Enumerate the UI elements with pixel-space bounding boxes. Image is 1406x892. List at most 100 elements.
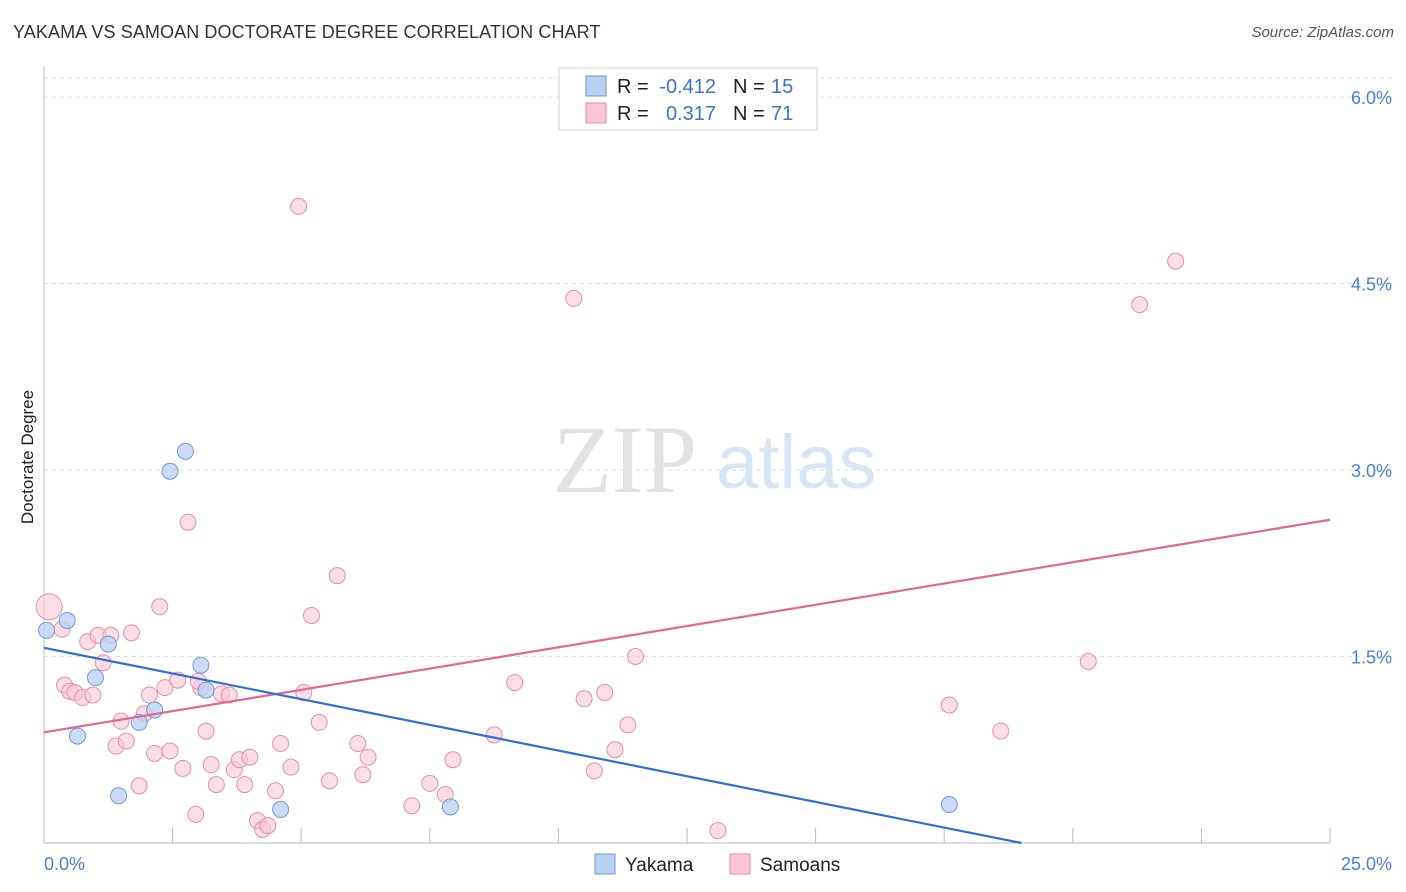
samoan-point [187, 805, 205, 823]
samoan-point [1079, 652, 1097, 670]
legend-n-value-yakama: 15 [771, 76, 793, 98]
watermark-zip: ZIP [553, 406, 697, 513]
yakama-trend-line [43, 646, 1022, 845]
samoan-point [354, 766, 372, 784]
samoan-point [627, 648, 645, 665]
grid-lines [44, 77, 1392, 657]
samoan-point [35, 593, 63, 621]
yakama-point [940, 795, 958, 813]
samoan-point [259, 817, 277, 835]
samoan-point [202, 756, 220, 774]
samoan-point [359, 748, 377, 766]
samoan-point [421, 774, 439, 792]
y-tick-label: 3.0% [1351, 461, 1392, 481]
samoan-point [207, 776, 225, 794]
bottom-legend-label-samoans: Samoans [760, 855, 840, 876]
yakama-point [176, 442, 194, 460]
samoan-point [161, 742, 179, 760]
bottom-legend: Yakama Samoans [594, 853, 840, 876]
samoan-point [302, 606, 320, 624]
y-tick-label: 6.0% [1351, 88, 1392, 108]
samoan-point [1131, 296, 1149, 314]
samoan-point [575, 690, 593, 708]
y-tick-label: 4.5% [1351, 275, 1392, 295]
y-axis-label: Doctorate Degree [18, 390, 37, 524]
samoan-point [140, 686, 158, 704]
legend-swatch-yakama [585, 75, 607, 97]
bottom-legend-swatch-yakama [594, 853, 616, 875]
samoan-point [151, 598, 169, 616]
samoan-point [282, 758, 300, 776]
yakama-point [130, 713, 148, 731]
legend-n-label-samoans: N = [733, 103, 765, 125]
samoan-points [35, 197, 1185, 840]
yakama-point [68, 727, 86, 745]
samoan-point [84, 686, 102, 704]
legend-r-value-yakama: -0.412 [659, 76, 716, 98]
samoan-point [156, 679, 174, 697]
x-tick-label-min: 0.0% [44, 854, 85, 874]
legend-r-value-samoans: 0.317 [666, 103, 716, 125]
samoan-point [328, 567, 346, 585]
watermark-atlas: atlas [716, 420, 877, 505]
legend-r-label-yakama: R = [617, 76, 649, 98]
samoan-point [241, 748, 259, 766]
samoan-point [117, 732, 135, 750]
samoan-point [585, 762, 603, 780]
y-tick-labels: 1.5% 3.0% 4.5% 6.0% [1351, 88, 1392, 668]
bottom-legend-label-yakama: Yakama [625, 855, 694, 876]
watermark: ZIP atlas [553, 406, 877, 513]
samoan-point [197, 722, 215, 740]
yakama-point [197, 681, 215, 699]
yakama-point [272, 800, 290, 818]
samoan-point [619, 716, 637, 734]
legend-r-label-samoans: R = [617, 103, 649, 125]
samoan-point [122, 624, 140, 642]
axes [43, 66, 1331, 844]
x-tick-labels: 0.0% 25.0% [44, 854, 1392, 874]
yakama-point [99, 635, 117, 653]
source-note: Source: ZipAtlas.com [1251, 24, 1394, 41]
samoan-point [310, 713, 328, 731]
samoan-point [709, 822, 727, 840]
samoan-point [320, 772, 338, 790]
legend-n-label-yakama: N = [733, 76, 765, 98]
yakama-point [110, 787, 128, 805]
samoan-point [220, 686, 238, 704]
samoan-point [290, 197, 308, 215]
samoan-point [565, 289, 583, 307]
legend-box: R = -0.412 N = 15 R = 0.317 N = 71 [558, 67, 818, 131]
samoan-point [596, 684, 614, 702]
x-tick-label-max: 25.0% [1341, 854, 1392, 874]
samoan-trend-line [43, 518, 1331, 734]
samoan-point [506, 674, 524, 692]
samoan-point [940, 696, 958, 714]
yakama-point [38, 621, 56, 639]
samoan-point [1167, 252, 1185, 270]
samoan-point [403, 797, 421, 815]
samoan-point [992, 722, 1010, 740]
yakama-point [192, 656, 210, 674]
yakama-point [58, 611, 76, 629]
samoan-point [444, 751, 462, 769]
samoan-point [130, 777, 148, 795]
samoan-point [349, 735, 367, 753]
trend-lines [43, 518, 1331, 845]
chart-title: YAKAMA VS SAMOAN DOCTORATE DEGREE CORREL… [13, 22, 601, 42]
samoan-point [179, 513, 197, 531]
yakama-point [86, 669, 104, 687]
samoan-point [146, 744, 164, 762]
samoan-point [485, 726, 503, 744]
yakama-points [38, 442, 958, 818]
samoan-point [236, 776, 254, 794]
samoan-point [272, 735, 290, 753]
bottom-legend-swatch-samoans [729, 853, 751, 875]
yakama-point [161, 462, 179, 480]
samoan-point [606, 741, 624, 759]
samoan-point [266, 782, 284, 800]
samoan-point [174, 759, 192, 777]
samoan-point [94, 654, 112, 672]
yakama-point [441, 798, 459, 816]
legend-swatch-samoans [585, 102, 607, 124]
